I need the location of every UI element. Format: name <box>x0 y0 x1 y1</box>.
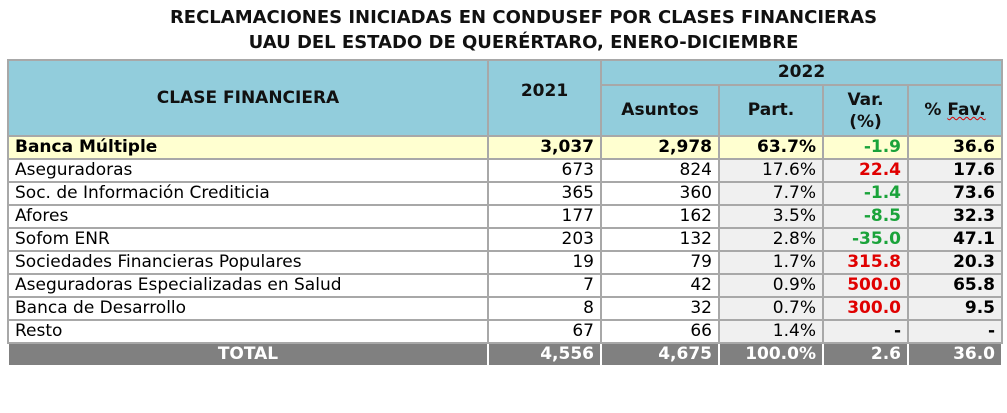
cell-clase: Resto <box>7 319 489 344</box>
cell-part: 100.0% <box>718 342 824 367</box>
cell-y2021: 3,037 <box>487 135 602 160</box>
cell-part: 0.9% <box>718 273 824 298</box>
cell-y2021: 19 <box>487 250 602 275</box>
cell-var: 315.8 <box>822 250 909 275</box>
cell-fav: - <box>906 319 1004 344</box>
cell-y2021: 203 <box>487 227 602 252</box>
table-row: Resto 67 66 1.4% - - <box>7 319 1004 344</box>
cell-clase: Banca de Desarrollo <box>7 296 489 321</box>
cell-y2021: 177 <box>487 204 602 229</box>
header-asuntos: Asuntos <box>600 84 720 137</box>
cell-asuntos: 824 <box>600 158 720 183</box>
cell-var: 500.0 <box>822 273 909 298</box>
cell-y2021: 365 <box>487 181 602 206</box>
cell-asuntos: 2,978 <box>600 135 720 160</box>
table-row: Banca de Desarrollo 8 32 0.7% 300.0 9.5 <box>7 296 1004 321</box>
cell-var: -1.4 <box>822 181 909 206</box>
cell-y2021: 673 <box>487 158 602 183</box>
header-2022: 2022 <box>599 59 1004 86</box>
cell-clase: Sofom ENR <box>7 227 489 252</box>
cell-asuntos: 4,675 <box>600 342 720 367</box>
cell-fav: 65.8 <box>906 273 1004 298</box>
cell-part: 1.7% <box>718 250 824 275</box>
table-row: Sociedades Financieras Populares 19 79 1.7%… <box>7 250 1004 275</box>
table-row: Aseguradoras Especializadas en Salud 7 42 0… <box>7 273 1004 298</box>
cell-var: - <box>822 319 909 344</box>
cell-asuntos: 32 <box>600 296 720 321</box>
cell-part: 17.6% <box>718 158 824 183</box>
table-row: Sofom ENR 203 132 2.8% -35.0 47.1 <box>7 227 1004 252</box>
header-clase: CLASE FINANCIERA <box>7 59 489 137</box>
reclamaciones-table: CLASE FINANCIERA 2021 2022 Asuntos Part.… <box>7 59 1004 367</box>
cell-fav: 20.3 <box>906 250 1004 275</box>
cell-asuntos: 360 <box>600 181 720 206</box>
cell-clase: Soc. de Información Crediticia <box>7 181 489 206</box>
cell-asuntos: 162 <box>600 204 720 229</box>
cell-var: 22.4 <box>822 158 909 183</box>
cell-asuntos: 79 <box>600 250 720 275</box>
cell-var: -1.9 <box>822 135 909 160</box>
cell-clase: Aseguradoras Especializadas en Salud <box>7 273 489 298</box>
cell-part: 0.7% <box>718 296 824 321</box>
cell-var: 300.0 <box>822 296 909 321</box>
total-row: TOTAL 4,556 4,675 100.0% 2.6 36.0 <box>7 342 1004 367</box>
table-row: Aseguradoras 673 824 17.6% 22.4 17.6 <box>7 158 1004 183</box>
cell-y2021: 4,556 <box>487 342 602 367</box>
cell-part: 1.4% <box>718 319 824 344</box>
cell-part: 2.8% <box>718 227 824 252</box>
header-fav: % Fav. <box>906 84 1004 137</box>
cell-fav: 36.6 <box>906 135 1004 160</box>
cell-asuntos: 66 <box>600 319 720 344</box>
table-row: Afores 177 162 3.5% -8.5 32.3 <box>7 204 1004 229</box>
header-var-label: Var. (%) <box>847 89 884 132</box>
cell-var: 2.6 <box>822 342 909 367</box>
table-title-line-1: RECLAMACIONES INICIADAS EN CONDUSEF POR … <box>169 7 878 28</box>
cell-y2021: 7 <box>487 273 602 298</box>
cell-asuntos: 42 <box>600 273 720 298</box>
header-var: Var. (%) <box>822 84 909 137</box>
cell-y2021: 67 <box>487 319 602 344</box>
cell-clase: Sociedades Financieras Populares <box>7 250 489 275</box>
table-row: Banca Múltiple 3,037 2,978 63.7% -1.9 36.6 <box>7 135 1004 160</box>
cell-fav: 32.3 <box>906 204 1004 229</box>
cell-clase: Banca Múltiple <box>7 135 489 160</box>
cell-clase: TOTAL <box>7 342 489 367</box>
cell-part: 7.7% <box>718 181 824 206</box>
cell-fav: 36.0 <box>906 342 1004 367</box>
cell-fav: 17.6 <box>906 158 1004 183</box>
cell-part: 63.7% <box>718 135 824 160</box>
cell-var: -35.0 <box>822 227 909 252</box>
header-2021: 2021 <box>487 59 602 137</box>
cell-part: 3.5% <box>718 204 824 229</box>
cell-fav: 47.1 <box>906 227 1004 252</box>
table-title-line-2: UAU DEL ESTADO DE QUERÉRTARO, ENERO-DICI… <box>248 32 799 53</box>
cell-asuntos: 132 <box>600 227 720 252</box>
cell-clase: Aseguradoras <box>7 158 489 183</box>
cell-fav: 9.5 <box>906 296 1004 321</box>
table-row: Soc. de Información Crediticia 365 360 7.7%… <box>7 181 1004 206</box>
cell-clase: Afores <box>7 204 489 229</box>
cell-var: -8.5 <box>822 204 909 229</box>
header-part: Part. <box>718 84 824 137</box>
cell-fav: 73.6 <box>906 181 1004 206</box>
cell-y2021: 8 <box>487 296 602 321</box>
